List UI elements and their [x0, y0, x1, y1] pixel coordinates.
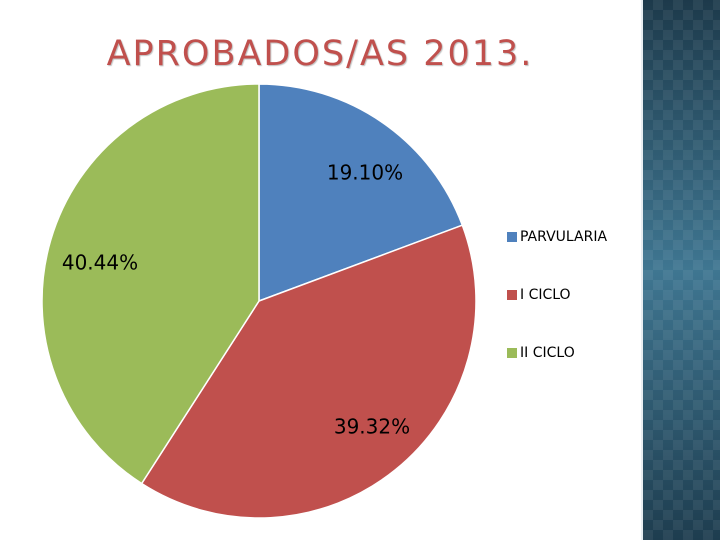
pie-slices: [41, 83, 477, 519]
data-label-i-ciclo: 39.32%: [334, 415, 410, 439]
pie-data-labels: 19.10% 39.32% 40.44%: [62, 161, 410, 439]
chart-legend: PARVULARIA I CICLO II CICLO: [507, 229, 607, 361]
pie-slice-parvularia: [258, 83, 464, 303]
pie-chart: 19.10% 39.32% 40.44% PARVULARIA I CICLO II C…: [41, 83, 607, 519]
legend-swatch-i-ciclo: [507, 290, 517, 300]
legend-swatch-ii-ciclo: [507, 348, 517, 358]
legend-swatch-parvularia: [507, 232, 517, 242]
legend-label-i-ciclo: I CICLO: [520, 287, 571, 303]
decorative-side-panel: [641, 0, 720, 540]
legend-label-ii-ciclo: II CICLO: [520, 345, 575, 361]
slide-title: APROBADOS/AS 2013.: [106, 34, 534, 74]
data-label-ii-ciclo: 40.44%: [62, 251, 138, 275]
data-label-parvularia: 19.10%: [327, 161, 403, 185]
pie-slice-i-ciclo: [140, 224, 477, 519]
legend-label-parvularia: PARVULARIA: [520, 229, 607, 245]
pie-slice-ii-ciclo: [41, 83, 260, 485]
